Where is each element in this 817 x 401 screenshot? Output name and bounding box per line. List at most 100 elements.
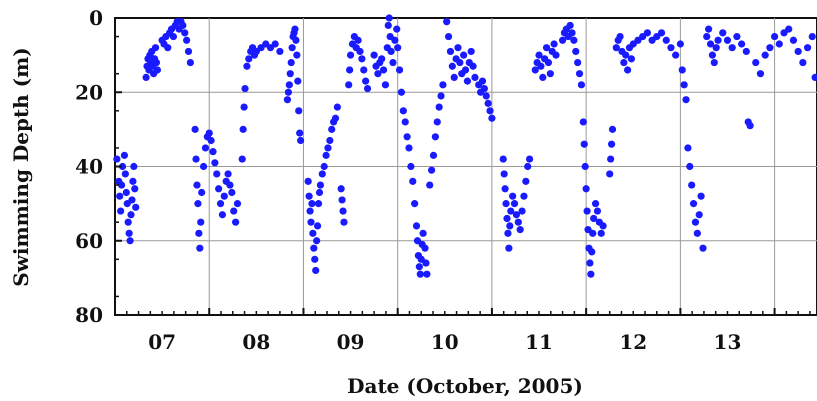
data-point xyxy=(799,58,807,67)
data-point xyxy=(117,181,126,189)
data-point xyxy=(197,218,205,226)
data-point xyxy=(243,62,251,70)
data-point xyxy=(568,29,576,37)
data-point xyxy=(444,32,453,41)
x-tick-label: 09 xyxy=(337,330,365,354)
data-point xyxy=(678,66,686,74)
data-point xyxy=(697,192,705,200)
data-point xyxy=(691,218,700,226)
data-point xyxy=(575,70,584,78)
data-point xyxy=(522,177,530,185)
data-point xyxy=(213,170,221,178)
data-point xyxy=(426,181,434,189)
data-point xyxy=(429,151,438,159)
data-point xyxy=(450,73,458,81)
data-point xyxy=(286,70,294,78)
data-point xyxy=(283,96,292,104)
data-point xyxy=(770,32,779,41)
data-point xyxy=(194,200,202,208)
data-point xyxy=(230,207,238,215)
data-point xyxy=(684,144,692,152)
data-point xyxy=(593,207,602,215)
data-point xyxy=(586,259,594,267)
data-point xyxy=(577,81,586,89)
data-point xyxy=(117,207,125,215)
data-point xyxy=(310,244,318,252)
data-point xyxy=(405,144,413,152)
data-point xyxy=(191,125,199,133)
data-point xyxy=(531,66,539,74)
data-point xyxy=(488,114,496,122)
data-point xyxy=(179,21,187,30)
y-tick-label: 20 xyxy=(75,80,103,104)
data-point xyxy=(587,270,595,278)
data-point xyxy=(313,222,322,230)
data-point xyxy=(467,47,475,56)
data-point xyxy=(624,66,632,74)
data-point xyxy=(358,55,366,63)
data-point xyxy=(276,47,284,56)
data-point xyxy=(198,188,206,197)
data-point xyxy=(218,211,227,219)
data-point xyxy=(311,255,319,263)
data-point xyxy=(572,47,580,56)
data-point xyxy=(627,55,635,63)
data-point xyxy=(504,229,512,237)
data-point xyxy=(363,84,372,93)
data-point xyxy=(320,162,328,171)
data-point xyxy=(121,170,129,178)
data-point xyxy=(503,214,511,223)
data-point xyxy=(607,140,616,148)
data-point xyxy=(643,29,651,37)
data-point xyxy=(478,77,487,85)
data-point xyxy=(423,270,431,278)
data-point xyxy=(186,58,194,67)
y-tick-label: 60 xyxy=(75,229,103,253)
data-point xyxy=(552,51,560,59)
data-point xyxy=(152,58,161,67)
data-point xyxy=(469,62,477,70)
data-point xyxy=(520,192,528,200)
data-point xyxy=(153,66,162,74)
data-point xyxy=(448,62,456,70)
data-point xyxy=(589,229,597,237)
data-point xyxy=(439,81,447,89)
data-point xyxy=(539,73,547,81)
data-point xyxy=(482,92,490,100)
data-point xyxy=(399,107,407,115)
data-point xyxy=(537,62,545,70)
x-tick-label: 11 xyxy=(525,330,553,354)
data-point xyxy=(240,103,248,111)
data-point xyxy=(500,170,508,178)
x-tick-label: 12 xyxy=(619,330,647,354)
data-point xyxy=(322,151,330,159)
data-point xyxy=(752,58,760,67)
data-point xyxy=(305,192,313,200)
data-point xyxy=(391,36,399,44)
data-point xyxy=(232,218,240,226)
data-point xyxy=(195,229,203,237)
data-point xyxy=(789,36,798,44)
y-tick-label: 0 xyxy=(89,6,103,30)
data-point xyxy=(550,40,558,48)
data-point xyxy=(395,66,404,74)
data-point xyxy=(524,162,532,171)
data-point xyxy=(703,32,711,41)
data-point xyxy=(662,36,670,44)
data-point xyxy=(233,200,242,208)
data-point xyxy=(384,21,392,30)
data-point xyxy=(326,136,334,145)
data-point xyxy=(315,188,324,197)
data-point xyxy=(288,44,296,52)
data-point xyxy=(419,229,427,237)
data-point xyxy=(304,177,312,185)
data-point xyxy=(374,70,382,78)
data-point xyxy=(667,44,675,52)
data-point xyxy=(421,244,429,252)
data-point xyxy=(294,77,302,85)
data-point xyxy=(164,44,172,52)
data-point xyxy=(428,166,436,174)
data-point xyxy=(220,192,228,200)
data-point xyxy=(132,203,140,211)
data-point xyxy=(385,14,393,22)
